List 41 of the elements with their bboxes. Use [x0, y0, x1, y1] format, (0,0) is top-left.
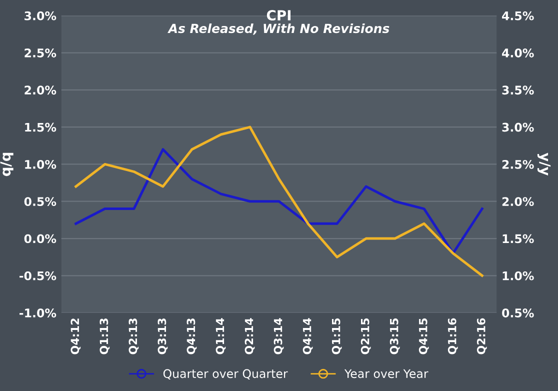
x-tick-label: Q4:12 [70, 318, 81, 354]
text: As Released, With No Revisions [168, 23, 390, 35]
y-tick-label: -0.5% [20, 271, 56, 280]
y-tick-label: 1.0% [25, 160, 56, 169]
x-tick-label: Q2:15 [360, 318, 371, 354]
y2-axis-title: y/y [537, 152, 551, 176]
x-tick-label: Q2:14 [244, 318, 255, 354]
y-axis-title: q/q [0, 152, 14, 176]
y2-tick-label: 1.5% [502, 234, 534, 244]
y2-tick-label: 4.0% [502, 48, 534, 58]
legend-label: Year over Year [344, 369, 428, 378]
x-tick-label: Q1:15 [332, 318, 342, 354]
legend-label: Quarter over Quarter [163, 369, 288, 380]
line-series [74, 148, 484, 255]
x-tick-label: Q2:16 [476, 318, 487, 354]
y2-tick-label: 0.5% [502, 308, 534, 318]
x-tick-label: Q4:14 [302, 318, 313, 354]
x-tick-label: Q3:15 [390, 318, 400, 354]
x-tick-label: Q1:14 [216, 318, 226, 354]
x-tick-label: Q1:13 [100, 318, 110, 354]
y-tick-label: 2.5% [24, 48, 56, 58]
x-tick-label: Q4:13 [186, 318, 197, 354]
line-series [74, 126, 484, 277]
y-tick-label: -1.0% [20, 308, 56, 318]
y-tick-label: 0.5% [24, 197, 56, 206]
y2-tick-label: 1.0% [502, 271, 534, 280]
x-tick-label: Q1:16 [448, 318, 458, 354]
x-tick-label: Q3:14 [274, 318, 284, 354]
y2-tick-label: 3.5% [502, 86, 534, 95]
x-tick-label: Q3:13 [158, 318, 168, 354]
y-tick-label: 1.5% [25, 122, 56, 132]
y-tick-label: 2.0% [24, 86, 56, 95]
x-tick-label: Q4:15 [418, 318, 429, 354]
y2-tick-label: 2.5% [502, 160, 534, 169]
y2-tick-label: 2.0% [502, 197, 534, 206]
y2-tick-label: 4.5% [502, 11, 534, 20]
y-tick-label: 3.0% [24, 11, 56, 20]
chart-title: CPI [266, 10, 290, 21]
y2-tick-label: 3.0% [502, 122, 534, 132]
x-tick-label: Q2:13 [128, 318, 139, 354]
y-tick-label: 0.0% [24, 234, 56, 244]
